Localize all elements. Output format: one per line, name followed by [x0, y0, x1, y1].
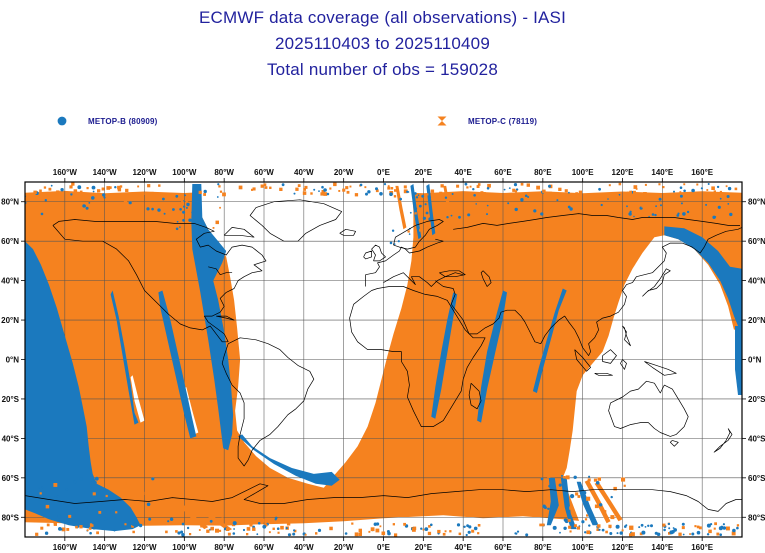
metop-b-swath — [238, 434, 340, 486]
metop-c-streak — [594, 481, 623, 522]
axis-labels: 160°W 160°W 140°W 140°W 120°W 120°W 100°W 100°W… — [1, 168, 765, 552]
svg-text:160°E: 160°E — [691, 168, 714, 177]
page-title: ECMWF data coverage (all observations) -… — [198, 8, 567, 27]
metop-b-swath — [25, 241, 141, 532]
svg-text:0°N: 0°N — [748, 356, 762, 365]
svg-text:160°W: 160°W — [53, 168, 78, 177]
map-layers — [25, 182, 742, 537]
svg-text:0°E: 0°E — [377, 543, 391, 552]
metop-b-swath — [532, 288, 567, 393]
svg-text:60°S: 60°S — [748, 474, 765, 483]
svg-text:40°N: 40°N — [748, 277, 765, 286]
svg-text:20°S: 20°S — [748, 395, 765, 404]
svg-text:160°W: 160°W — [53, 543, 78, 552]
svg-text:40°N: 40°N — [1, 277, 19, 286]
svg-text:80°N: 80°N — [748, 198, 765, 207]
legend-item-metop-c: METOP-C (78119) — [437, 114, 537, 128]
coverage-gap — [562, 235, 742, 534]
polar-speckles — [25, 182, 740, 537]
svg-text:80°W: 80°W — [214, 543, 234, 552]
svg-text:60°E: 60°E — [494, 543, 512, 552]
svg-text:140°W: 140°W — [93, 543, 118, 552]
svg-text:40°E: 40°E — [454, 543, 472, 552]
metop-b-swath — [191, 184, 234, 451]
metop-b-swath — [735, 326, 742, 395]
metop-b-swath — [426, 184, 436, 236]
svg-text:0°N: 0°N — [6, 356, 20, 365]
svg-text:20°S: 20°S — [2, 395, 20, 404]
metop-b-circle-marker-icon — [57, 116, 67, 126]
title-block: ECMWF data coverage (all observations) -… — [0, 5, 765, 83]
svg-text:0°E: 0°E — [377, 168, 391, 177]
svg-text:100°E: 100°E — [572, 543, 595, 552]
metop-c-streak — [200, 509, 233, 532]
svg-text:80°E: 80°E — [534, 168, 552, 177]
svg-text:80°N: 80°N — [1, 198, 19, 207]
coastlines — [25, 199, 742, 512]
svg-text:120°W: 120°W — [132, 168, 157, 177]
metop-b-swath — [477, 290, 507, 423]
svg-text:60°S: 60°S — [2, 474, 20, 483]
title-total-obs: Total number of obs = 159028 — [266, 60, 498, 79]
metop-b-swath — [110, 290, 139, 425]
svg-text:40°E: 40°E — [454, 168, 472, 177]
svg-text:20°E: 20°E — [415, 543, 433, 552]
legend-label-metop-b: METOP-B (80909) — [88, 116, 158, 126]
svg-text:40°S: 40°S — [2, 434, 20, 443]
svg-text:40°W: 40°W — [294, 543, 314, 552]
svg-text:60°E: 60°E — [494, 168, 512, 177]
svg-text:80°S: 80°S — [2, 513, 20, 522]
legend-label-metop-c: METOP-C (78119) — [468, 116, 538, 126]
svg-text:40°S: 40°S — [748, 434, 765, 443]
svg-text:20°N: 20°N — [1, 316, 19, 325]
svg-text:120°E: 120°E — [612, 543, 635, 552]
svg-text:20°N: 20°N — [748, 316, 765, 325]
svg-text:140°E: 140°E — [651, 543, 674, 552]
svg-text:80°S: 80°S — [748, 513, 765, 522]
svg-text:20°E: 20°E — [415, 168, 433, 177]
svg-text:60°N: 60°N — [748, 237, 765, 246]
svg-text:140°E: 140°E — [651, 168, 674, 177]
svg-text:60°N: 60°N — [1, 237, 19, 246]
coverage-gap — [198, 182, 414, 488]
svg-text:120°E: 120°E — [612, 168, 635, 177]
svg-text:40°W: 40°W — [294, 168, 314, 177]
metop-b-swath — [664, 226, 742, 326]
svg-text:100°E: 100°E — [572, 168, 595, 177]
svg-text:100°W: 100°W — [172, 543, 197, 552]
metop-b-swath — [158, 290, 197, 439]
metop-c-streak — [395, 185, 407, 230]
axis-ticks — [21, 178, 746, 541]
svg-text:140°W: 140°W — [93, 168, 118, 177]
metop-b-swath — [431, 292, 458, 419]
svg-text:60°W: 60°W — [254, 543, 274, 552]
svg-text:80°W: 80°W — [214, 168, 234, 177]
svg-text:60°W: 60°W — [254, 168, 274, 177]
svg-text:20°W: 20°W — [334, 168, 354, 177]
title-date-range: 2025110403 to 2025110409 — [275, 34, 490, 53]
svg-text:20°W: 20°W — [334, 543, 354, 552]
legend-item-metop-b: METOP-B (80909) — [57, 114, 158, 128]
svg-text:120°W: 120°W — [132, 543, 157, 552]
svg-text:80°E: 80°E — [534, 543, 552, 552]
svg-text:100°W: 100°W — [172, 168, 197, 177]
metop-c-streak — [180, 505, 209, 530]
metop-b-swath — [576, 481, 599, 526]
metop-c-hourglass-marker-icon — [437, 116, 447, 126]
svg-text:160°E: 160°E — [691, 543, 714, 552]
